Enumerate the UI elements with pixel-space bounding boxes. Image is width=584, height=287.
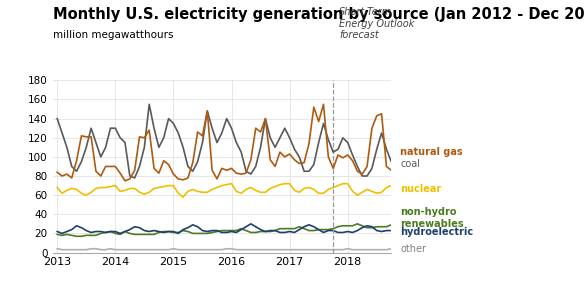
Text: non-hydro
renewables: non-hydro renewables <box>400 207 464 229</box>
Text: million megawatthours: million megawatthours <box>53 30 173 40</box>
Text: hydroelectric: hydroelectric <box>400 226 473 236</box>
Text: Monthly U.S. electricity generation by source (Jan 2012 - Dec 2017): Monthly U.S. electricity generation by s… <box>53 7 584 22</box>
Text: nuclear: nuclear <box>400 185 442 194</box>
Text: coal: coal <box>400 159 420 168</box>
Text: Short-Term
Energy Outlook
forecast: Short-Term Energy Outlook forecast <box>339 7 415 40</box>
Text: natural gas: natural gas <box>400 147 463 157</box>
Text: other: other <box>400 244 426 254</box>
